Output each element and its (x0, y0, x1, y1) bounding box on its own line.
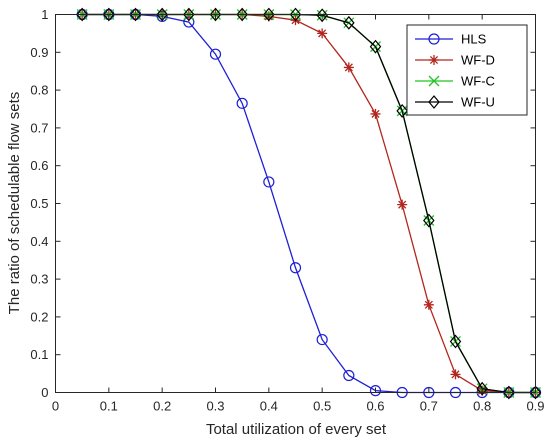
y-axis-label: The ratio of schedulable flow sets (6, 92, 23, 315)
y-tick-label: 1 (41, 7, 48, 22)
x-tick-label: 0.9 (526, 399, 544, 414)
data-point (343, 62, 354, 73)
y-tick-label: 0.9 (30, 45, 48, 60)
data-point (449, 334, 462, 349)
data-point (369, 39, 382, 54)
legend-entry: WF-D (415, 53, 495, 68)
data-point (236, 97, 248, 109)
data-point (209, 48, 222, 60)
data-point (397, 199, 408, 210)
legend-marker (429, 55, 439, 65)
data-point (317, 28, 328, 39)
legend-label: WF-D (461, 53, 495, 68)
legend-label: WF-U (461, 95, 495, 110)
y-tick-label: 0.7 (30, 120, 48, 135)
legend-label: HLS (461, 32, 487, 47)
legend-entry: HLS (415, 32, 487, 47)
data-point (369, 385, 382, 397)
data-point (529, 385, 542, 400)
data-point (263, 7, 275, 22)
data-point (289, 7, 302, 22)
data-point (423, 213, 435, 228)
data-point (396, 103, 408, 118)
data-point (343, 369, 355, 382)
data-point (316, 333, 328, 346)
data-point (129, 7, 142, 22)
data-point (316, 8, 328, 23)
data-point (370, 108, 381, 119)
data-point (183, 7, 195, 22)
legend-box (406, 24, 528, 116)
y-tick-label: 0.2 (30, 309, 48, 324)
y-tick-label: 0.6 (30, 158, 48, 173)
axis-ticks: 0 0.1 0.2 0.3 0.4 0.5 0.6 0.7 0.8 0.9 0 0.1 0.2 0.3 0.… (30, 7, 544, 414)
data-point (423, 299, 434, 310)
y-tick-label: 0 (41, 385, 48, 400)
x-tick-label: 0.4 (260, 399, 278, 414)
data-point (76, 7, 88, 22)
y-tick-label: 0.8 (30, 83, 48, 98)
x-tick-label: 0.1 (100, 399, 118, 414)
data-point (209, 7, 222, 22)
legend-entry: WF-U (415, 95, 495, 110)
x-tick-label: 0.8 (473, 399, 491, 414)
data-point (236, 7, 248, 22)
y-tick-label: 0.4 (30, 234, 48, 249)
legend-entry: WF-C (415, 74, 495, 89)
data-point (343, 15, 355, 30)
x-tick-label: 0.5 (313, 399, 331, 414)
data-point (503, 385, 515, 400)
legend-marker (428, 75, 440, 87)
legend-marker (428, 33, 440, 45)
data-point (263, 176, 275, 188)
y-tick-label: 0.5 (30, 196, 48, 211)
legend-marker (428, 95, 440, 109)
legend: HLS WF-D WF-C WF-U (406, 24, 528, 116)
y-tick-label: 0.1 (30, 347, 48, 362)
x-tick-label: 0.2 (153, 399, 171, 414)
data-point (156, 7, 168, 22)
data-point (103, 7, 115, 22)
legend-label: WF-C (461, 74, 495, 89)
data-point (450, 369, 461, 380)
x-tick-label: 0.6 (366, 399, 384, 414)
x-axis-label: Total utilization of every set (206, 421, 387, 438)
x-tick-label: 0.7 (420, 399, 438, 414)
y-tick-label: 0.3 (30, 272, 48, 287)
data-point (476, 381, 488, 396)
x-tick-label: 0 (52, 399, 59, 414)
x-tick-label: 0.3 (206, 399, 224, 414)
data-point (289, 262, 302, 274)
